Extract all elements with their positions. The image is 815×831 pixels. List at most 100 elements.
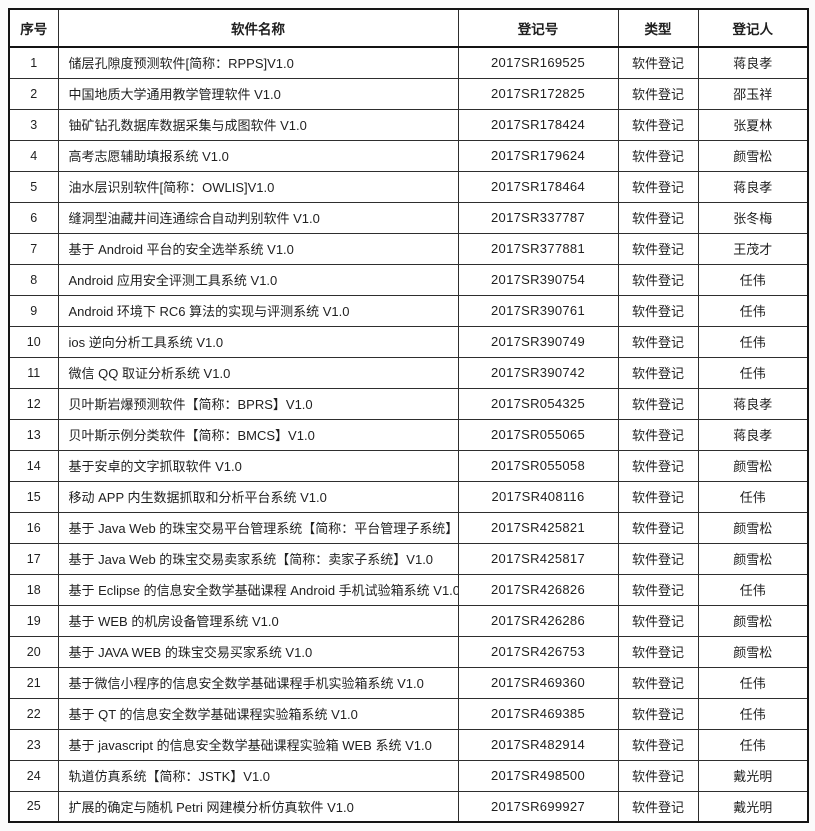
cell-type: 软件登记	[617, 356, 699, 389]
cell-software-name: 基于 QT 的信息安全数学基础课程实验箱系统 V1.0	[57, 697, 459, 730]
cell-software-name: 高考志愿辅助填报系统 V1.0	[57, 139, 459, 172]
cell-registrant: 邵玉祥	[697, 77, 809, 110]
cell-index: 9	[8, 294, 59, 327]
cell-registrant: 任伟	[697, 697, 809, 730]
table-row: 9 Android 环境下 RC6 算法的实现与评测系统 V1.0 2017SR…	[8, 294, 809, 327]
cell-type: 软件登记	[617, 480, 699, 513]
table-row: 12 贝叶斯岩爆预测软件【简称：BPRS】V1.0 2017SR054325 软…	[8, 387, 809, 420]
col-header-type: 类型	[617, 8, 699, 48]
cell-registrant: 颜雪松	[697, 542, 809, 575]
cell-registration-no: 2017SR469385	[457, 697, 619, 730]
cell-registration-no: 2017SR425821	[457, 511, 619, 544]
cell-type: 软件登记	[617, 46, 699, 79]
cell-index: 4	[8, 139, 59, 172]
table-row: 19 基于 WEB 的机房设备管理系统 V1.0 2017SR426286 软件…	[8, 604, 809, 637]
cell-registrant: 任伟	[697, 573, 809, 606]
table-row: 14 基于安卓的文字抓取软件 V1.0 2017SR055058 软件登记 颜雪…	[8, 449, 809, 482]
cell-registrant: 蒋良孝	[697, 418, 809, 451]
cell-index: 7	[8, 232, 59, 265]
cell-index: 3	[8, 108, 59, 141]
table-row: 2 中国地质大学通用教学管理软件 V1.0 2017SR172825 软件登记 …	[8, 77, 809, 110]
cell-registration-no: 2017SR054325	[457, 387, 619, 420]
cell-registrant: 张夏林	[697, 108, 809, 141]
cell-registration-no: 2017SR390749	[457, 325, 619, 358]
table-row: 17 基于 Java Web 的珠宝交易卖家系统【简称：卖家子系统】V1.0 2…	[8, 542, 809, 575]
cell-registrant: 任伟	[697, 325, 809, 358]
cell-index: 15	[8, 480, 59, 513]
cell-index: 19	[8, 604, 59, 637]
cell-index: 8	[8, 263, 59, 296]
col-header-registrant: 登记人	[697, 8, 809, 48]
cell-software-name: Android 应用安全评测工具系统 V1.0	[57, 263, 459, 296]
cell-index: 10	[8, 325, 59, 358]
cell-type: 软件登记	[617, 666, 699, 699]
cell-registration-no: 2017SR426753	[457, 635, 619, 668]
cell-registration-no: 2017SR377881	[457, 232, 619, 265]
cell-index: 1	[8, 46, 59, 79]
cell-software-name: 缝洞型油藏井间连通综合自动判别软件 V1.0	[57, 201, 459, 234]
cell-registration-no: 2017SR055058	[457, 449, 619, 482]
cell-registration-no: 2017SR178464	[457, 170, 619, 203]
cell-index: 21	[8, 666, 59, 699]
table-row: 7 基于 Android 平台的安全选举系统 V1.0 2017SR377881…	[8, 232, 809, 265]
cell-software-name: 贝叶斯岩爆预测软件【简称：BPRS】V1.0	[57, 387, 459, 420]
cell-registration-no: 2017SR178424	[457, 108, 619, 141]
cell-registration-no: 2017SR469360	[457, 666, 619, 699]
cell-type: 软件登记	[617, 108, 699, 141]
cell-registration-no: 2017SR390761	[457, 294, 619, 327]
cell-type: 软件登记	[617, 697, 699, 730]
table-row: 25 扩展的确定与随机 Petri 网建模分析仿真软件 V1.0 2017SR6…	[8, 790, 809, 823]
cell-index: 24	[8, 759, 59, 792]
cell-registrant: 王茂才	[697, 232, 809, 265]
cell-registrant: 颜雪松	[697, 635, 809, 668]
table-row: 3 铀矿钻孔数据库数据采集与成图软件 V1.0 2017SR178424 软件登…	[8, 108, 809, 141]
cell-type: 软件登记	[617, 790, 699, 823]
table-row: 4 高考志愿辅助填报系统 V1.0 2017SR179624 软件登记 颜雪松	[8, 139, 809, 172]
cell-registrant: 任伟	[697, 728, 809, 761]
cell-software-name: 移动 APP 内生数据抓取和分析平台系统 V1.0	[57, 480, 459, 513]
table-body: 1 储层孔隙度预测软件[简称：RPPS]V1.0 2017SR169525 软件…	[8, 46, 809, 823]
cell-registrant: 任伟	[697, 666, 809, 699]
cell-index: 2	[8, 77, 59, 110]
cell-type: 软件登记	[617, 759, 699, 792]
cell-registrant: 张冬梅	[697, 201, 809, 234]
cell-type: 软件登记	[617, 232, 699, 265]
cell-index: 12	[8, 387, 59, 420]
cell-registrant: 颜雪松	[697, 139, 809, 172]
cell-type: 软件登记	[617, 418, 699, 451]
cell-registration-no: 2017SR390742	[457, 356, 619, 389]
cell-type: 软件登记	[617, 573, 699, 606]
cell-registration-no: 2017SR498500	[457, 759, 619, 792]
cell-software-name: 基于 Java Web 的珠宝交易平台管理系统【简称：平台管理子系统】	[57, 511, 459, 544]
table-row: 22 基于 QT 的信息安全数学基础课程实验箱系统 V1.0 2017SR469…	[8, 697, 809, 730]
table-row: 18 基于 Eclipse 的信息安全数学基础课程 Android 手机试验箱系…	[8, 573, 809, 606]
cell-registration-no: 2017SR699927	[457, 790, 619, 823]
cell-software-name: 中国地质大学通用教学管理软件 V1.0	[57, 77, 459, 110]
table-row: 8 Android 应用安全评测工具系统 V1.0 2017SR390754 软…	[8, 263, 809, 296]
cell-type: 软件登记	[617, 511, 699, 544]
cell-registrant: 蒋良孝	[697, 46, 809, 79]
cell-software-name: Android 环境下 RC6 算法的实现与评测系统 V1.0	[57, 294, 459, 327]
header-row: 序号 软件名称 登记号 类型 登记人	[8, 8, 809, 48]
cell-registration-no: 2017SR172825	[457, 77, 619, 110]
cell-index: 20	[8, 635, 59, 668]
cell-type: 软件登记	[617, 387, 699, 420]
cell-software-name: 基于 javascript 的信息安全数学基础课程实验箱 WEB 系统 V1.0	[57, 728, 459, 761]
cell-index: 5	[8, 170, 59, 203]
cell-index: 16	[8, 511, 59, 544]
cell-software-name: 贝叶斯示例分类软件【简称：BMCS】V1.0	[57, 418, 459, 451]
table-row: 5 油水层识别软件[简称：OWLIS]V1.0 2017SR178464 软件登…	[8, 170, 809, 203]
cell-type: 软件登记	[617, 294, 699, 327]
cell-software-name: 基于 Android 平台的安全选举系统 V1.0	[57, 232, 459, 265]
cell-registration-no: 2017SR055065	[457, 418, 619, 451]
table-row: 16 基于 Java Web 的珠宝交易平台管理系统【简称：平台管理子系统】 2…	[8, 511, 809, 544]
table-row: 11 微信 QQ 取证分析系统 V1.0 2017SR390742 软件登记 任…	[8, 356, 809, 389]
cell-index: 17	[8, 542, 59, 575]
cell-software-name: 基于 WEB 的机房设备管理系统 V1.0	[57, 604, 459, 637]
cell-type: 软件登记	[617, 635, 699, 668]
cell-registrant: 颜雪松	[697, 511, 809, 544]
cell-registrant: 任伟	[697, 294, 809, 327]
table-row: 24 轨道仿真系统【简称：JSTK】V1.0 2017SR498500 软件登记…	[8, 759, 809, 792]
cell-index: 25	[8, 790, 59, 823]
